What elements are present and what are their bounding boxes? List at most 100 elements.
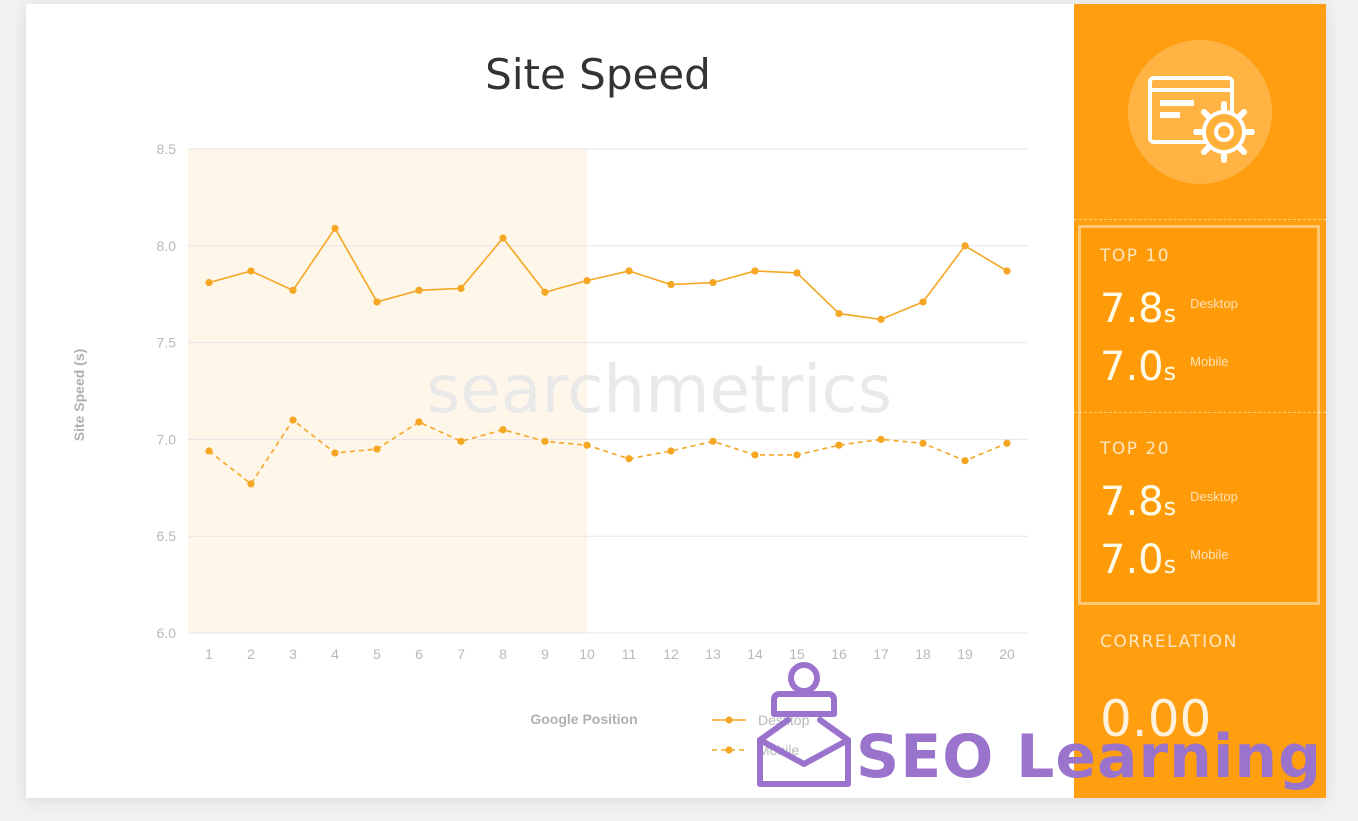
top20-mobile: 7.0s Mobile [1100,537,1228,583]
data-point-desktop [457,284,465,292]
data-point-mobile [205,447,213,455]
data-point-desktop [415,286,423,294]
top10-desktop: 7.8s Desktop [1100,286,1238,332]
x-tick-label: 20 [999,646,1015,662]
brand-overlay: SEO Learning [752,660,1352,792]
x-tick-label: 2 [247,646,255,662]
top10-desktop-label: Desktop [1190,296,1238,311]
data-point-mobile [373,445,381,453]
data-point-desktop [205,278,213,287]
browser-settings-icon [1148,76,1255,163]
top10-mobile-unit: s [1163,358,1177,386]
data-point-desktop [499,234,507,242]
data-point-mobile [667,447,675,455]
top20-mobile-unit: s [1163,551,1177,579]
data-point-desktop [1003,267,1011,275]
x-tick-label: 1 [205,646,213,662]
x-tick-label: 11 [622,646,637,662]
legend-marker-desktop [725,716,733,724]
chart-title: Site Speed [485,50,711,99]
data-point-desktop [331,224,339,232]
watermark-text: searchmetrics [426,351,892,428]
data-point-mobile [625,455,633,463]
x-tick-label: 5 [373,646,381,662]
top20-desktop: 7.8s Desktop [1100,479,1238,525]
series-line-desktop [208,226,1008,321]
data-point-desktop [877,315,885,323]
data-point-desktop [835,309,843,318]
x-tick-label: 3 [289,646,297,662]
data-point-desktop [793,269,801,277]
y-tick-label: 7.0 [157,431,177,447]
correlation-block: CORRELATION [1100,632,1238,652]
data-point-mobile [583,441,591,449]
top20-mobile-label: Mobile [1190,547,1229,562]
top10-desktop-unit: s [1163,300,1177,328]
x-tick-label: 16 [831,646,847,662]
x-tick-label: 13 [705,646,721,662]
top20-desktop-value: 7.8 [1100,479,1164,525]
top20-label: TOP 20 [1100,439,1171,459]
data-point-desktop [541,288,549,296]
data-point-mobile [961,457,969,465]
data-point-mobile [541,437,549,445]
data-point-mobile [1003,439,1011,447]
y-tick-label: 6.5 [157,528,177,544]
data-point-mobile [919,439,927,447]
x-tick-label: 9 [541,646,549,662]
top10-block: TOP 10 [1100,246,1170,266]
top10-desktop-value: 7.8 [1100,286,1164,332]
x-tick-label: 19 [957,646,973,662]
brand-text: SEO Learning [856,722,1323,792]
data-point-desktop [751,267,759,275]
data-point-desktop [709,278,717,287]
data-point-desktop [373,298,381,306]
data-point-desktop [247,267,255,275]
data-point-mobile [793,451,801,459]
x-tick-label: 8 [499,646,507,662]
y-tick-label: 7.5 [157,335,177,351]
y-tick-label: 6.0 [157,625,177,641]
data-point-mobile [415,418,423,426]
data-point-mobile [499,426,507,434]
data-point-mobile [331,449,339,457]
top20-desktop-label: Desktop [1190,489,1238,504]
top10-mobile-label: Mobile [1190,354,1229,369]
browser-settings-icon-circle [1128,40,1272,184]
x-axis-label: Google Position [530,711,637,727]
data-point-mobile [877,435,885,443]
data-point-desktop [289,286,297,294]
correlation-value: 0.00 [1100,690,1212,748]
data-point-mobile [457,437,465,445]
x-tick-label: 6 [415,646,423,662]
data-point-mobile [835,441,843,449]
panel-divider [1074,219,1326,220]
top-stats-frame [1078,225,1320,605]
data-point-desktop [961,242,969,250]
data-point-desktop [919,298,927,306]
series-line-mobile [208,418,1008,486]
x-tick-label: 18 [915,646,931,662]
x-tick-label: 10 [579,646,595,662]
data-point-mobile [709,437,717,445]
x-tick-label: 12 [663,646,679,662]
x-tick-label: 17 [873,646,889,662]
top20-block: TOP 20 [1100,439,1170,459]
person-envelope-icon [757,662,851,787]
data-point-mobile [247,480,255,488]
correlation-label: CORRELATION [1100,632,1238,652]
data-point-mobile [751,451,759,459]
top10-mobile: 7.0s Mobile [1100,344,1228,390]
legend-marker-mobile [725,746,733,754]
data-point-desktop [667,280,675,289]
x-tick-label: 4 [331,646,339,662]
x-tick-label: 7 [457,646,465,662]
x-tick-label: 15 [789,646,805,662]
highlight-band [188,149,587,633]
panel-divider [1074,412,1326,413]
top20-desktop-unit: s [1163,493,1177,521]
y-axis-label: Site Speed (s) [71,349,87,442]
top20-mobile-value: 7.0 [1100,537,1164,583]
data-point-mobile [289,416,297,424]
